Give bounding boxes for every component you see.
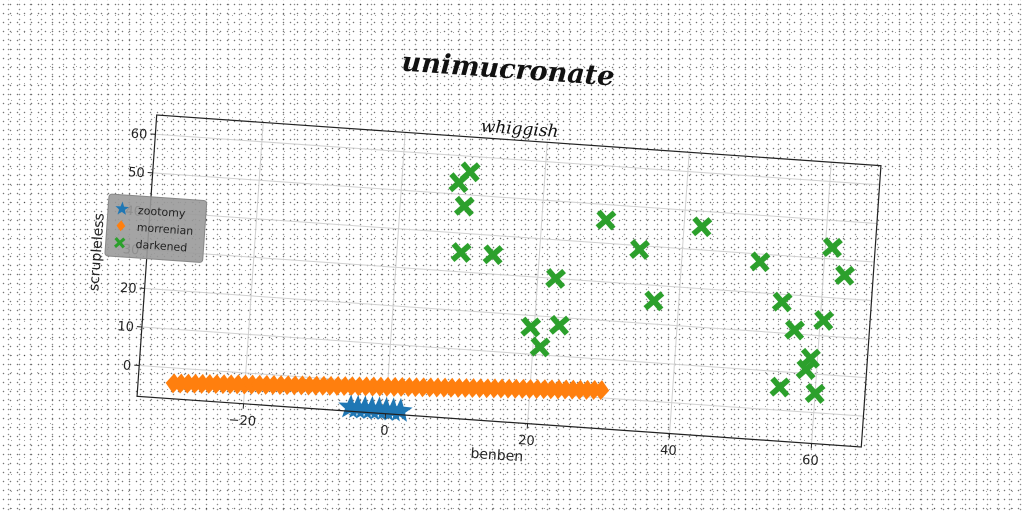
y-tick-label: 10 xyxy=(117,319,135,335)
chart-marks xyxy=(165,161,856,422)
y-axis-label: scrupleless xyxy=(86,213,107,292)
point-darkened xyxy=(749,251,771,273)
x-tick-label: −20 xyxy=(228,413,256,430)
point-darkened xyxy=(453,195,475,217)
point-darkened xyxy=(834,265,856,286)
point-darkened xyxy=(549,314,570,336)
chart-title: unimucronate xyxy=(401,47,616,93)
y-tick-label: 0 xyxy=(122,358,131,374)
x-ticks: −20 0 20 40 60 xyxy=(228,403,820,469)
legend-marker-darkened xyxy=(114,237,126,249)
legend-label: morrenian xyxy=(136,221,193,238)
y-gridline xyxy=(152,172,877,224)
point-darkened xyxy=(822,237,843,258)
x-tick-label: 20 xyxy=(518,433,536,449)
point-darkened xyxy=(643,290,665,312)
x-axis-label: benben xyxy=(470,446,524,466)
point-darkened xyxy=(629,239,651,260)
y-gridline xyxy=(144,287,869,340)
point-darkened xyxy=(520,316,542,338)
point-darkened xyxy=(784,319,805,341)
x-gridline xyxy=(385,132,406,414)
point-darkened xyxy=(595,209,617,231)
y-gridline xyxy=(141,326,867,379)
legend-label: darkened xyxy=(135,238,187,255)
y-gridline xyxy=(155,133,880,186)
point-darkened xyxy=(769,376,791,398)
y-tick-label: 50 xyxy=(128,165,146,181)
point-darkened xyxy=(450,242,472,263)
legend-marker-zootomy xyxy=(115,201,130,215)
legend-label: zootomy xyxy=(138,204,187,220)
point-darkened xyxy=(459,161,481,183)
x-gridline xyxy=(243,122,264,404)
point-darkened xyxy=(545,268,566,289)
y-tick-label: 60 xyxy=(130,127,148,143)
point-darkened xyxy=(804,383,826,404)
x-tick-label: 40 xyxy=(660,443,678,459)
point-zootomy xyxy=(387,397,413,422)
point-darkened xyxy=(813,310,835,331)
x-tick-label: 60 xyxy=(802,453,820,469)
point-darkened xyxy=(771,291,793,313)
x-gridline xyxy=(527,142,548,424)
legend-marker-morrenian xyxy=(116,220,126,232)
x-gridline xyxy=(669,152,690,434)
point-morrenian xyxy=(593,380,610,401)
legend-box xyxy=(104,193,208,263)
y-gridline xyxy=(147,249,872,302)
x-tick-label: 0 xyxy=(380,423,389,439)
point-darkened xyxy=(800,347,821,369)
point-darkened xyxy=(529,336,551,358)
y-tick-label: 20 xyxy=(119,281,137,297)
point-darkened xyxy=(691,216,713,238)
point-darkened xyxy=(482,244,504,266)
